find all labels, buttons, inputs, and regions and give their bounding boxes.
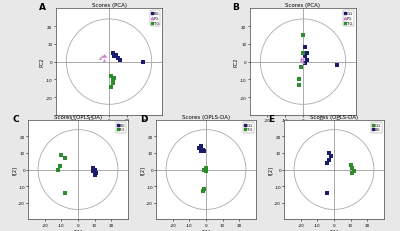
Point — [203, 170, 209, 173]
X-axis label: t[1]: t[1] — [74, 228, 82, 231]
Text: D: D — [140, 114, 148, 123]
Point — [349, 166, 356, 170]
Point — [348, 163, 354, 167]
Point — [56, 165, 63, 168]
Point — [102, 55, 109, 59]
Point — [92, 168, 98, 172]
Point — [326, 158, 332, 162]
Point — [113, 53, 119, 57]
Point — [302, 62, 308, 66]
Point — [62, 191, 68, 195]
Point — [324, 161, 330, 165]
Point — [111, 76, 118, 80]
Legend: BG, PG, TG: BG, PG, TG — [150, 11, 160, 27]
Point — [201, 168, 208, 172]
Point — [200, 148, 206, 152]
Y-axis label: PC2: PC2 — [39, 58, 44, 67]
Point — [334, 64, 340, 68]
Point — [298, 57, 304, 61]
Point — [198, 145, 204, 149]
Point — [300, 57, 306, 61]
Point — [200, 189, 206, 193]
Legend: GG, PG, TG: GG, PG, TG — [344, 11, 354, 27]
Legend: GG, TG: GG, TG — [243, 122, 254, 133]
Point — [100, 53, 107, 57]
Point — [201, 150, 208, 153]
Point — [198, 150, 204, 153]
Point — [92, 173, 98, 176]
Point — [201, 188, 208, 191]
Y-axis label: t[2]: t[2] — [12, 165, 17, 174]
Text: A: A — [38, 3, 46, 12]
Point — [116, 59, 123, 62]
Point — [109, 82, 116, 85]
Point — [140, 61, 146, 64]
Point — [109, 52, 116, 55]
Point — [111, 55, 118, 59]
Point — [324, 191, 330, 195]
Point — [58, 153, 64, 157]
Point — [300, 52, 306, 55]
Point — [328, 155, 334, 158]
Point — [108, 75, 114, 78]
Title: Scores (OPLS-DA): Scores (OPLS-DA) — [310, 114, 358, 119]
Point — [108, 85, 114, 89]
Legend: BG, TG: BG, TG — [116, 122, 126, 133]
Title: Scores (OPLS-DA): Scores (OPLS-DA) — [182, 114, 230, 119]
Point — [326, 151, 332, 155]
Point — [298, 59, 304, 62]
Point — [100, 59, 107, 62]
Point — [351, 170, 357, 173]
Y-axis label: t[2]: t[2] — [140, 165, 145, 174]
Point — [203, 166, 209, 170]
Point — [296, 84, 303, 87]
Point — [298, 66, 304, 70]
Title: Scores (OPLS-DA): Scores (OPLS-DA) — [54, 114, 102, 119]
Point — [302, 55, 308, 59]
Text: C: C — [12, 114, 19, 123]
X-axis label: PC1: PC1 — [298, 124, 308, 129]
Point — [303, 52, 310, 55]
Point — [302, 46, 308, 50]
Legend: GG, BG: GG, BG — [371, 122, 382, 133]
Y-axis label: PC2: PC2 — [233, 58, 238, 67]
Y-axis label: t[2]: t[2] — [268, 165, 273, 174]
Point — [90, 170, 96, 173]
Point — [97, 57, 103, 61]
X-axis label: t[1]: t[1] — [330, 228, 338, 231]
Title: Scores (PCA): Scores (PCA) — [286, 3, 320, 8]
Point — [303, 59, 310, 62]
Point — [62, 156, 68, 160]
X-axis label: t[1]: t[1] — [202, 228, 210, 231]
Point — [55, 168, 61, 172]
Text: E: E — [268, 114, 274, 123]
Point — [196, 146, 202, 150]
Point — [300, 61, 306, 64]
Point — [99, 55, 105, 59]
Point — [300, 34, 306, 38]
Title: Scores (PCA): Scores (PCA) — [92, 3, 126, 8]
Point — [93, 171, 100, 175]
Point — [296, 78, 303, 82]
Point — [90, 166, 96, 170]
Point — [109, 78, 116, 82]
Point — [115, 57, 121, 61]
Point — [349, 171, 356, 175]
Text: B: B — [232, 3, 240, 12]
X-axis label: PC1: PC1 — [104, 124, 114, 129]
